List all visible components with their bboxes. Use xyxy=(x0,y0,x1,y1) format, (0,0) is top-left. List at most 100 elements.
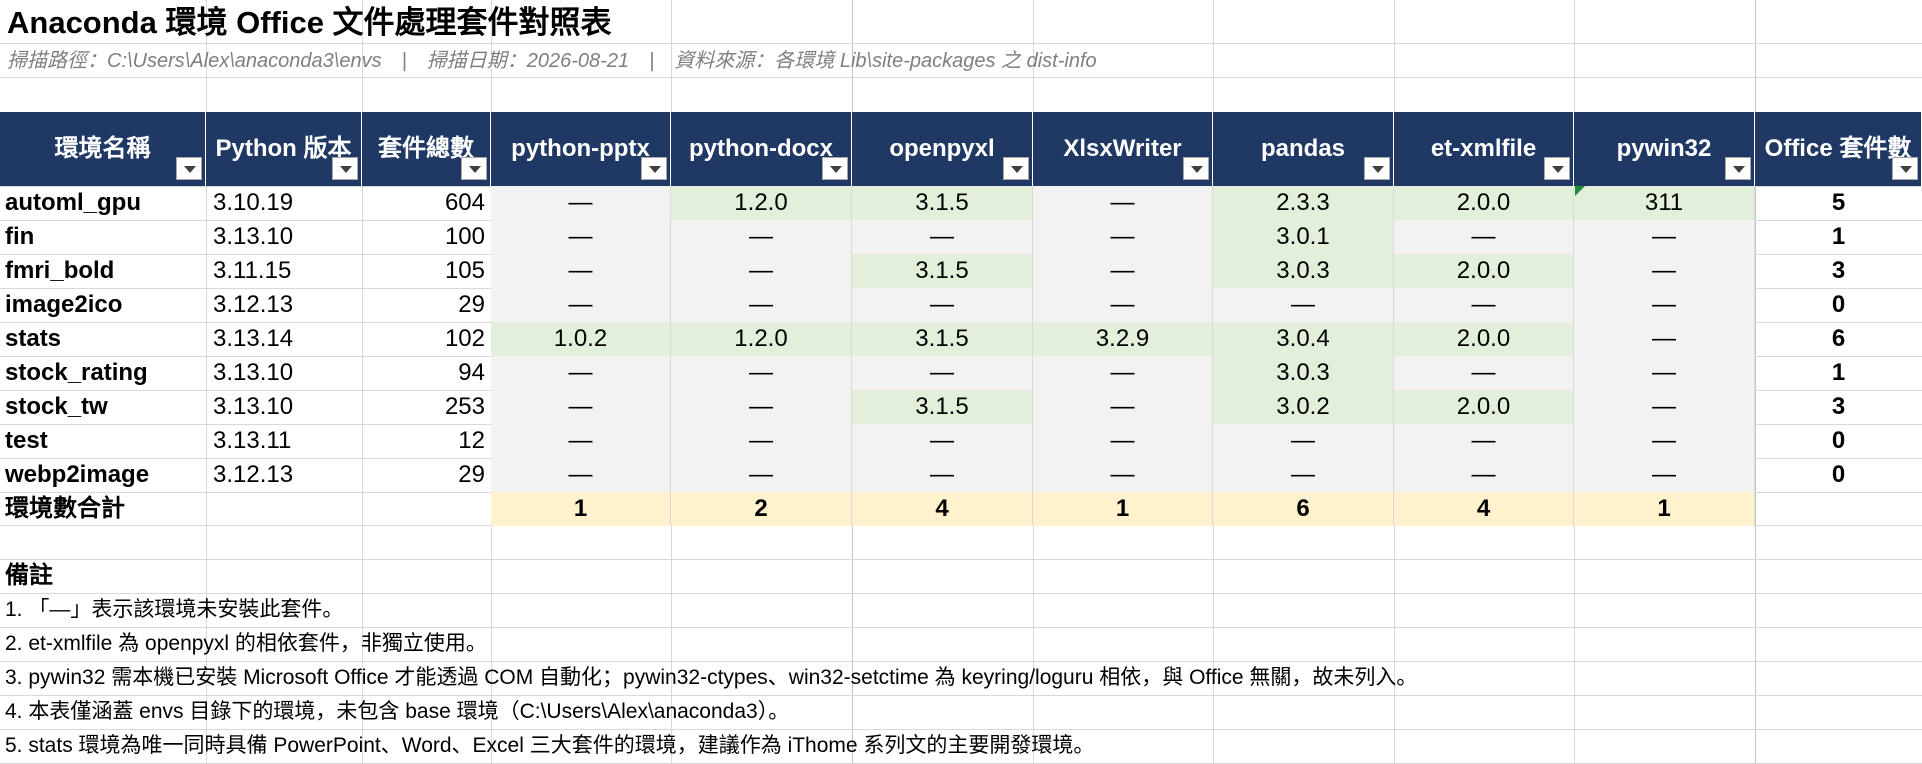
python-version-cell[interactable]: 3.13.11 xyxy=(213,427,292,454)
package-version-cell[interactable]: — xyxy=(852,220,1033,254)
package-total-cell[interactable]: 94 xyxy=(458,359,485,386)
sheet-title[interactable]: Anaconda 環境 Office 文件處理套件對照表 xyxy=(7,5,612,40)
totals-value-cell[interactable]: 4 xyxy=(852,492,1033,526)
env-name-cell[interactable]: test xyxy=(5,427,48,454)
comment-indicator-icon[interactable] xyxy=(1575,186,1585,196)
note-line[interactable]: 2. et-xmlfile 為 openpyxl 的相依套件，非獨立使用。 xyxy=(5,632,487,655)
totals-value-cell[interactable]: 4 xyxy=(1394,492,1574,526)
package-version-cell[interactable]: — xyxy=(1033,288,1213,322)
totals-value-cell[interactable]: 1 xyxy=(1574,492,1755,526)
office-package-count-cell[interactable]: 0 xyxy=(1831,461,1846,488)
python-version-cell[interactable]: 3.12.13 xyxy=(213,291,294,318)
package-total-cell[interactable]: 100 xyxy=(444,223,485,250)
package-version-cell[interactable]: — xyxy=(1033,390,1213,424)
package-version-cell[interactable]: 2.0.0 xyxy=(1394,390,1574,424)
office-package-count-cell[interactable]: 5 xyxy=(1831,189,1846,216)
package-version-cell[interactable]: — xyxy=(1033,458,1213,492)
package-version-cell[interactable]: — xyxy=(671,220,852,254)
office-package-count-cell[interactable]: 3 xyxy=(1831,257,1846,284)
env-name-cell[interactable]: webp2image xyxy=(5,461,150,488)
package-version-cell[interactable]: — xyxy=(671,458,852,492)
package-version-cell[interactable]: 3.0.3 xyxy=(1213,254,1394,288)
python-version-cell[interactable]: 3.13.14 xyxy=(213,325,294,352)
package-version-cell[interactable]: 311 xyxy=(1574,186,1755,220)
package-version-cell[interactable]: — xyxy=(491,220,671,254)
column-header[interactable]: 套件總數 xyxy=(362,112,491,186)
filter-dropdown-icon[interactable] xyxy=(1183,157,1209,180)
column-header[interactable]: 環境名稱 xyxy=(0,112,206,186)
package-version-cell[interactable]: — xyxy=(852,288,1033,322)
package-total-cell[interactable]: 29 xyxy=(458,291,485,318)
office-package-count-cell[interactable]: 1 xyxy=(1831,359,1846,386)
filter-dropdown-icon[interactable] xyxy=(332,157,358,180)
env-name-cell[interactable]: fin xyxy=(5,223,35,250)
env-name-cell[interactable]: automl_gpu xyxy=(5,189,141,216)
totals-value-cell[interactable]: 6 xyxy=(1213,492,1394,526)
column-header[interactable]: Python 版本 xyxy=(206,112,362,186)
package-total-cell[interactable]: 29 xyxy=(458,461,485,488)
package-version-cell[interactable]: — xyxy=(1394,356,1574,390)
column-header[interactable]: python-docx xyxy=(671,112,852,186)
note-line[interactable]: 3. pywin32 需本機已安裝 Microsoft Office 才能透過 … xyxy=(5,666,1418,689)
office-package-count-cell[interactable]: 1 xyxy=(1831,223,1846,250)
env-name-cell[interactable]: stock_rating xyxy=(5,359,148,386)
column-header[interactable]: et-xmlfile xyxy=(1394,112,1574,186)
package-version-cell[interactable]: — xyxy=(1394,424,1574,458)
package-version-cell[interactable]: — xyxy=(1574,390,1755,424)
package-version-cell[interactable]: — xyxy=(491,254,671,288)
package-version-cell[interactable]: — xyxy=(491,390,671,424)
filter-dropdown-icon[interactable] xyxy=(1725,157,1751,180)
package-version-cell[interactable]: 3.2.9 xyxy=(1033,322,1213,356)
python-version-cell[interactable]: 3.13.10 xyxy=(213,223,294,250)
column-header[interactable]: pandas xyxy=(1213,112,1394,186)
python-version-cell[interactable]: 3.12.13 xyxy=(213,461,294,488)
package-version-cell[interactable]: 2.0.0 xyxy=(1394,322,1574,356)
package-version-cell[interactable]: — xyxy=(1213,288,1394,322)
package-version-cell[interactable]: — xyxy=(1574,220,1755,254)
package-total-cell[interactable]: 253 xyxy=(444,393,485,420)
package-version-cell[interactable]: — xyxy=(671,356,852,390)
package-version-cell[interactable]: 3.0.1 xyxy=(1213,220,1394,254)
package-version-cell[interactable]: — xyxy=(1574,288,1755,322)
package-version-cell[interactable]: — xyxy=(1033,424,1213,458)
filter-dropdown-icon[interactable] xyxy=(1003,157,1029,180)
office-package-count-cell[interactable]: 0 xyxy=(1831,291,1846,318)
column-header[interactable]: Office 套件數 xyxy=(1755,112,1922,186)
note-line[interactable]: 5. stats 環境為唯一同時具備 PowerPoint、Word、Excel… xyxy=(5,734,1095,757)
package-version-cell[interactable]: 1.2.0 xyxy=(671,322,852,356)
package-version-cell[interactable]: — xyxy=(1574,254,1755,288)
package-version-cell[interactable]: — xyxy=(1033,356,1213,390)
package-version-cell[interactable]: — xyxy=(491,458,671,492)
package-version-cell[interactable]: — xyxy=(852,424,1033,458)
office-package-count-cell[interactable]: 0 xyxy=(1831,427,1846,454)
env-name-cell[interactable]: stats xyxy=(5,325,62,352)
python-version-cell[interactable]: 3.11.15 xyxy=(213,257,292,284)
python-version-cell[interactable]: 3.13.10 xyxy=(213,359,294,386)
totals-value-cell[interactable]: 1 xyxy=(491,492,671,526)
office-package-count-cell[interactable]: 3 xyxy=(1831,393,1846,420)
package-version-cell[interactable]: 2.3.3 xyxy=(1213,186,1394,220)
package-version-cell[interactable]: 3.0.2 xyxy=(1213,390,1394,424)
package-version-cell[interactable]: — xyxy=(1574,356,1755,390)
package-version-cell[interactable]: — xyxy=(1394,220,1574,254)
filter-dropdown-icon[interactable] xyxy=(176,157,202,180)
note-line[interactable]: 1. 「—」表示該環境未安裝此套件。 xyxy=(5,598,344,621)
package-version-cell[interactable]: 3.0.3 xyxy=(1213,356,1394,390)
package-version-cell[interactable]: — xyxy=(671,424,852,458)
python-version-cell[interactable]: 3.10.19 xyxy=(213,189,294,216)
package-version-cell[interactable]: — xyxy=(1394,288,1574,322)
office-package-count-cell[interactable]: 6 xyxy=(1831,325,1846,352)
package-version-cell[interactable]: — xyxy=(1213,458,1394,492)
python-version-cell[interactable]: 3.13.10 xyxy=(213,393,294,420)
package-total-cell[interactable]: 102 xyxy=(444,325,485,352)
package-version-cell[interactable]: 3.0.4 xyxy=(1213,322,1394,356)
totals-value-cell[interactable]: 2 xyxy=(671,492,852,526)
package-version-cell[interactable]: — xyxy=(1574,322,1755,356)
filter-dropdown-icon[interactable] xyxy=(1544,157,1570,180)
totals-label[interactable]: 環境數合計 xyxy=(5,495,125,522)
note-line[interactable]: 4. 本表僅涵蓋 envs 目錄下的環境，未包含 base 環境（C:\User… xyxy=(5,700,790,723)
column-header[interactable]: XlsxWriter xyxy=(1033,112,1213,186)
filter-dropdown-icon[interactable] xyxy=(1364,157,1390,180)
package-version-cell[interactable]: — xyxy=(1574,424,1755,458)
package-total-cell[interactable]: 604 xyxy=(444,189,485,216)
